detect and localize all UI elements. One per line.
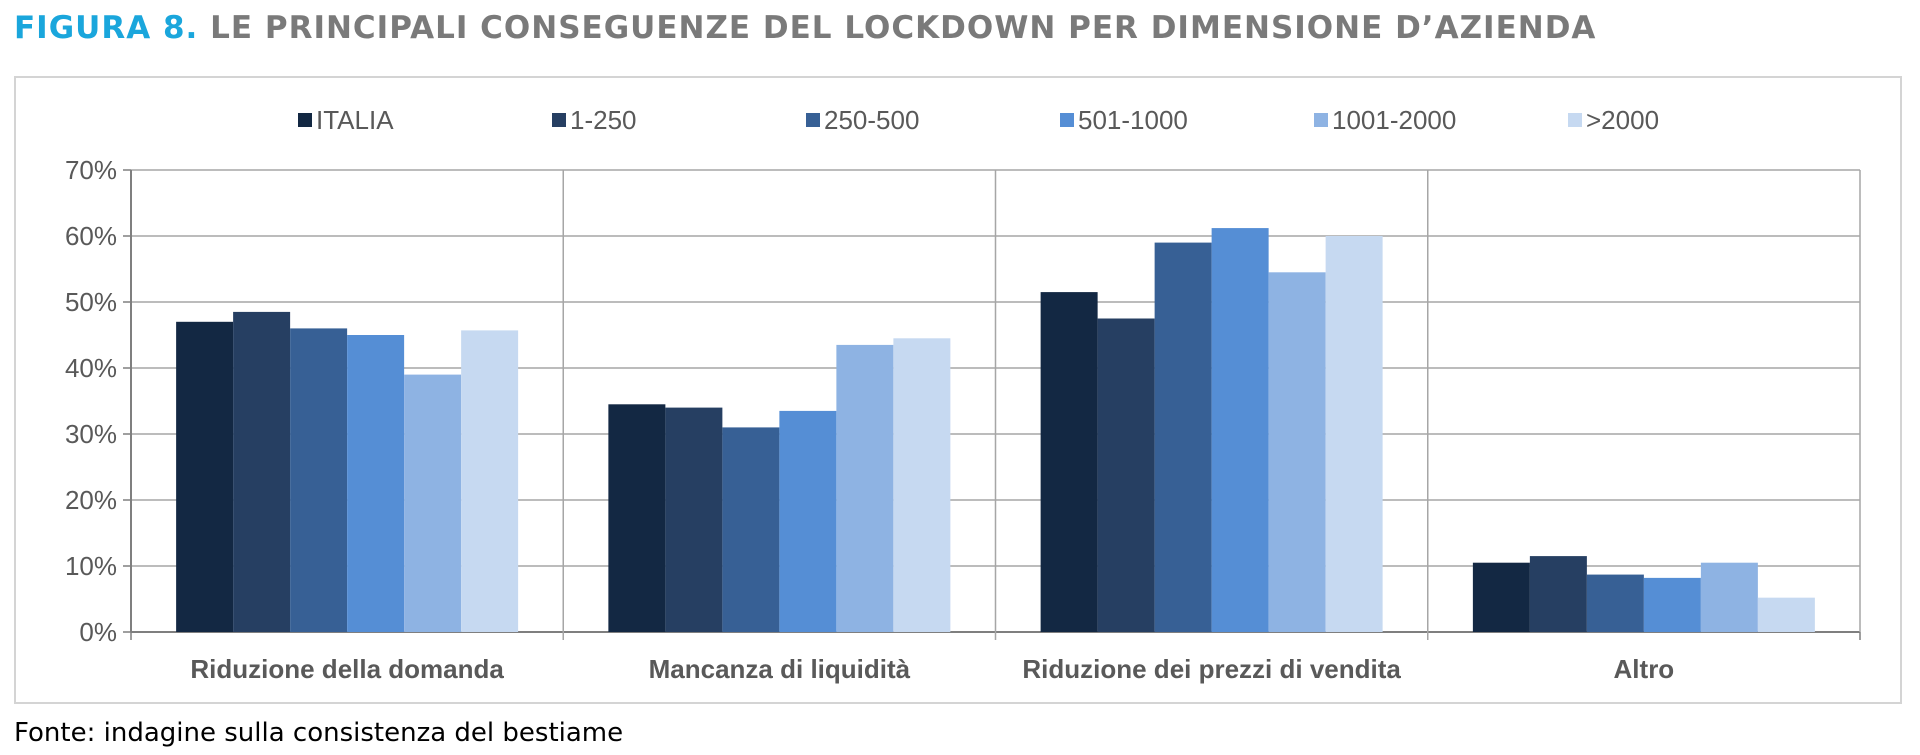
- bar-250-500: [290, 328, 348, 632]
- bar-501-1000: [1643, 577, 1701, 632]
- bar-1-250: [233, 311, 291, 632]
- figure-label: FIGURA 8.: [14, 10, 199, 46]
- category-label: Altro: [1614, 654, 1675, 684]
- legend-swatch: [552, 113, 566, 127]
- legend-swatch: [1314, 113, 1328, 127]
- y-tick-label: 0%: [79, 617, 117, 647]
- legend-label: 1001-2000: [1332, 105, 1456, 135]
- bar-1-250: [1529, 556, 1587, 632]
- bar-1001-2000: [1700, 562, 1758, 632]
- category-label: Riduzione della domanda: [190, 654, 504, 684]
- chart-frame: 0% 10% 20% 30% 40% 50% 60% 70% Riduzione della d…: [14, 76, 1902, 704]
- legend-label: 501-1000: [1078, 105, 1188, 135]
- bar-1001-2000: [836, 344, 894, 632]
- legend-swatch: [1568, 113, 1582, 127]
- bar-italia: [608, 404, 666, 632]
- bar--2000: [1325, 236, 1383, 632]
- source-note: Fonte: indagine sulla consistenza del be…: [14, 718, 624, 748]
- figure-title-text: LE PRINCIPALI CONSEGUENZE DEL LOCKDOWN P…: [210, 10, 1597, 46]
- legend-swatch: [806, 113, 820, 127]
- bar-italia: [176, 321, 234, 632]
- y-tick-label: 20%: [65, 485, 117, 515]
- legend-label: ITALIA: [316, 105, 394, 135]
- bar-italia: [1472, 562, 1530, 632]
- bar--2000: [461, 330, 519, 632]
- bar-501-1000: [779, 410, 837, 632]
- bar-250-500: [1154, 242, 1212, 632]
- y-tick-label: 50%: [65, 287, 117, 317]
- category-label: Riduzione dei prezzi di vendita: [1022, 654, 1401, 684]
- bar-chart: 0% 10% 20% 30% 40% 50% 60% 70% Riduzione della d…: [65, 105, 1861, 684]
- legend-swatch: [298, 113, 312, 127]
- bar-1-250: [665, 407, 723, 632]
- figure-title: FIGURA 8. LE PRINCIPALI CONSEGUENZE DEL …: [14, 10, 1596, 46]
- category-label: Mancanza di liquidità: [649, 654, 911, 684]
- bar-1-250: [1097, 318, 1155, 632]
- bar-501-1000: [347, 335, 405, 632]
- legend-label: 1-250: [570, 105, 637, 135]
- y-tick-label: 30%: [65, 419, 117, 449]
- bar-250-500: [722, 427, 780, 632]
- bar--2000: [893, 338, 951, 632]
- legend-label: >2000: [1586, 105, 1659, 135]
- y-tick-label: 40%: [65, 353, 117, 383]
- y-tick-label: 10%: [65, 551, 117, 581]
- bar-1001-2000: [1268, 272, 1326, 632]
- bar--2000: [1757, 597, 1815, 632]
- legend-label: 250-500: [824, 105, 919, 135]
- legend-swatch: [1060, 113, 1074, 127]
- bar-1001-2000: [404, 374, 462, 632]
- y-tick-label: 70%: [65, 155, 117, 185]
- bar-250-500: [1586, 574, 1644, 632]
- bar-501-1000: [1211, 228, 1269, 632]
- y-tick-label: 60%: [65, 221, 117, 251]
- bar-italia: [1040, 292, 1098, 632]
